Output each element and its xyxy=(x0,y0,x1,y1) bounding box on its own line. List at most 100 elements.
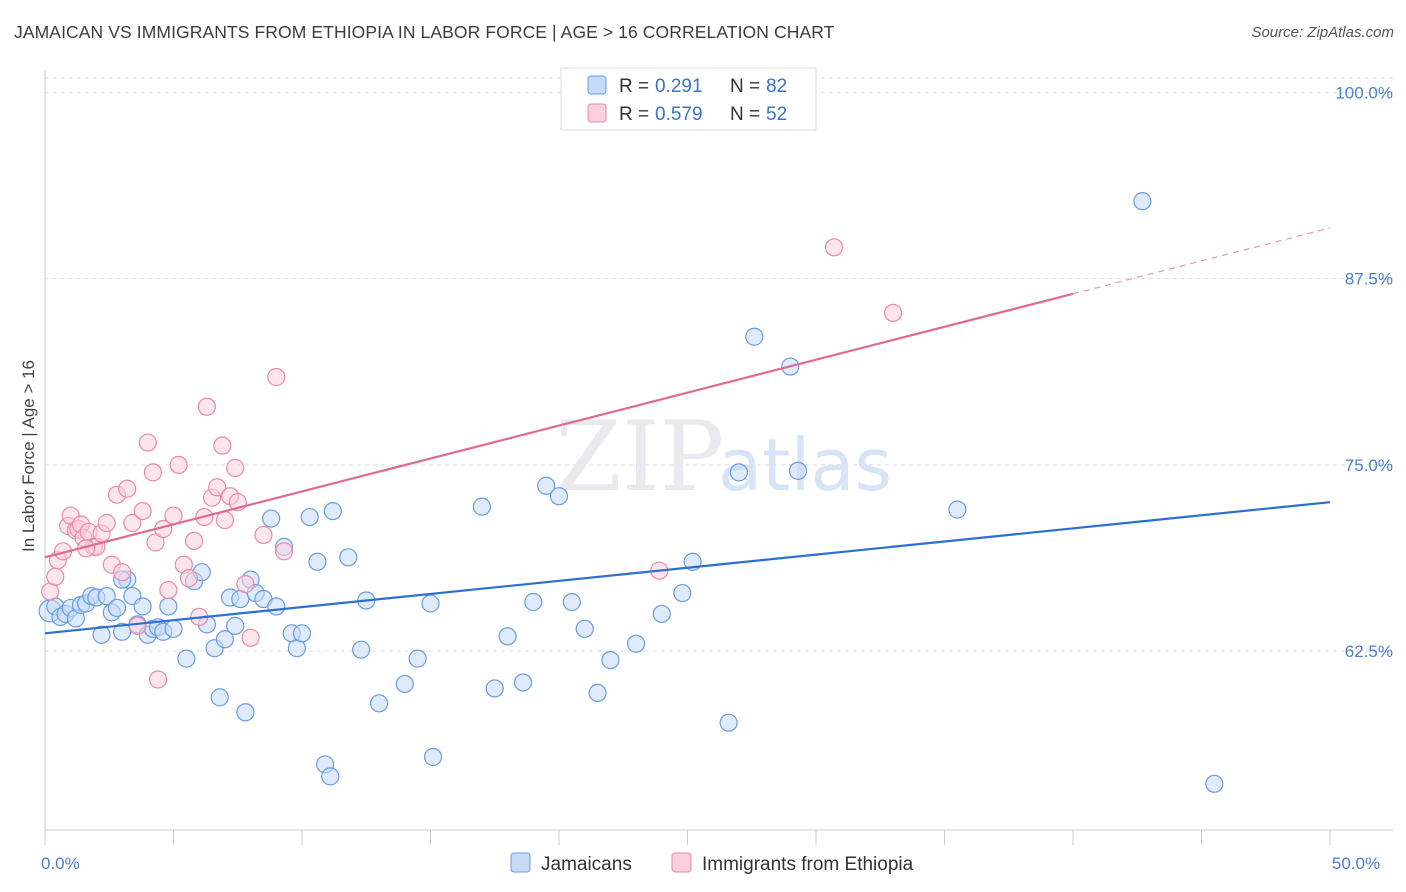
jamaican-point-65 xyxy=(562,592,581,612)
ethiopia-point-28 xyxy=(164,506,183,525)
jamaican-point-14 xyxy=(112,622,132,641)
jamaican-point-73 xyxy=(719,713,738,732)
jamaican-point-46 xyxy=(308,552,327,571)
jamaican-point-23 xyxy=(159,597,178,616)
jamaican-point-61 xyxy=(513,673,533,692)
ethiopia-point-44 xyxy=(241,628,260,647)
ethiopia-point-37 xyxy=(208,478,227,497)
jamaican-point-63 xyxy=(537,476,556,495)
ethiopia-point-41 xyxy=(226,458,245,477)
jamaican-point-49 xyxy=(321,767,340,786)
ethiopia-point-1 xyxy=(46,567,65,586)
jamaican-point-57 xyxy=(423,747,443,767)
jamaican-point-33 xyxy=(226,616,245,635)
ethiopia-point-32 xyxy=(184,531,204,551)
ethiopia-point-23 xyxy=(143,463,163,482)
jamaican-point-66 xyxy=(575,619,594,638)
tick-labels: 62.5% 75.0% 87.5% 100.0% 0.0% 50.0% xyxy=(41,83,1393,873)
jamaican-point-25 xyxy=(177,649,196,668)
legend-r-value-1: 0.291 xyxy=(655,76,703,97)
watermark-zip: ZIP xyxy=(555,401,724,513)
chart-title: JAMAICAN VS IMMIGRANTS FROM ETHIOPIA IN … xyxy=(14,22,835,42)
jamaican-point-70 xyxy=(652,604,671,624)
ethiopia-point-38 xyxy=(213,436,232,455)
ethiopia-point-43 xyxy=(236,575,255,594)
y-axis-label: In Labor Force | Age > 16 xyxy=(19,360,38,552)
jamaican-point-80 xyxy=(1205,774,1224,793)
jamaican-point-77 xyxy=(788,461,808,480)
legend-r-label-2: R = xyxy=(619,104,649,125)
jamaican-trend-line xyxy=(44,501,1331,635)
jamaican-point-53 xyxy=(370,694,389,713)
jamaican-point-62 xyxy=(524,592,543,612)
ethiopia-point-47 xyxy=(274,542,294,561)
ethiopia-point-31 xyxy=(179,569,199,588)
jamaican-point-30 xyxy=(210,688,229,707)
jamaican-point-51 xyxy=(352,640,371,659)
legend-n-label-1: N = xyxy=(730,76,760,97)
ethiopia-point-49 xyxy=(824,238,844,257)
source-label: Source: ZipAtlas.com xyxy=(1251,24,1394,41)
legend-r-value-2: 0.579 xyxy=(655,104,703,125)
jamaican-point-45 xyxy=(300,507,319,527)
ethiopia-point-14 xyxy=(97,513,116,533)
ethiopia-point-35 xyxy=(197,397,217,416)
y-tick-label-1: 75.0% xyxy=(1345,456,1393,475)
jamaican-point-55 xyxy=(408,649,427,668)
jamaican-point-71 xyxy=(673,583,692,603)
legend-n-label-2: N = xyxy=(730,104,760,125)
legend-n-value-2: 52 xyxy=(766,104,787,125)
legend-r-label-1: R = xyxy=(619,76,649,97)
axes xyxy=(44,70,1393,845)
jamaican-point-67 xyxy=(588,683,607,703)
y-tick-label-0: 62.5% xyxy=(1345,642,1393,661)
jamaican-point-47 xyxy=(323,501,342,521)
trend-lines xyxy=(44,227,1331,635)
jamaican-point-24 xyxy=(164,619,183,638)
jamaican-point-56 xyxy=(421,594,440,613)
ethiopia-point-21 xyxy=(133,501,152,521)
ethiopia-trend-line xyxy=(44,292,1074,559)
bottom-legend: Jamaicans Immigrants from Ethiopia xyxy=(510,852,914,875)
ethiopia-point-22 xyxy=(138,433,157,452)
jamaican-point-59 xyxy=(485,679,504,698)
y-tick-label-3: 100.0% xyxy=(1335,83,1393,102)
ethiopia-point-20 xyxy=(128,616,147,635)
bottom-legend-ethiopia: Immigrants from Ethiopia xyxy=(702,854,914,875)
bottom-legend-swatch-jamaicans xyxy=(510,852,531,873)
ethiopia-point-24 xyxy=(146,533,165,552)
x-tick-label-1: 50.0% xyxy=(1332,854,1380,873)
ethiopia-point-50 xyxy=(883,303,903,323)
jamaican-point-39 xyxy=(262,509,281,528)
jamaican-point-31 xyxy=(215,630,234,649)
bottom-legend-jamaicans: Jamaicans xyxy=(541,854,632,875)
jamaican-point-40 xyxy=(267,597,286,616)
jamaican-point-58 xyxy=(472,497,491,516)
jamaican-point-54 xyxy=(395,674,414,694)
jamaican-point-79 xyxy=(1133,192,1152,211)
y-tick-label-2: 87.5% xyxy=(1345,270,1393,289)
jamaican-point-11 xyxy=(97,586,116,606)
ethiopia-point-17 xyxy=(112,563,132,582)
ethiopia-point-19 xyxy=(123,513,142,533)
jamaican-point-64 xyxy=(549,487,569,506)
jamaican-point-50 xyxy=(339,548,358,567)
ethiopia-point-45 xyxy=(254,525,273,545)
jamaican-point-18 xyxy=(133,597,152,616)
watermark-atlas: atlas xyxy=(718,423,892,507)
jamaican-point-68 xyxy=(601,651,620,670)
jamaican-point-75 xyxy=(745,327,764,346)
jamaican-point-35 xyxy=(236,703,255,722)
ethiopia-point-46 xyxy=(267,367,286,387)
data-points xyxy=(38,192,1224,793)
jamaican-point-78 xyxy=(948,500,967,519)
jamaican-point-10 xyxy=(92,625,111,644)
ethiopia-point-18 xyxy=(118,479,137,498)
ethiopia-point-25 xyxy=(148,670,168,689)
legend-swatch-ethiopia xyxy=(587,103,607,123)
x-tick-label-0: 0.0% xyxy=(41,854,80,873)
ethiopia-trend-extension xyxy=(1072,227,1331,295)
jamaican-point-74 xyxy=(729,463,749,482)
ethiopia-point-29 xyxy=(169,455,188,475)
